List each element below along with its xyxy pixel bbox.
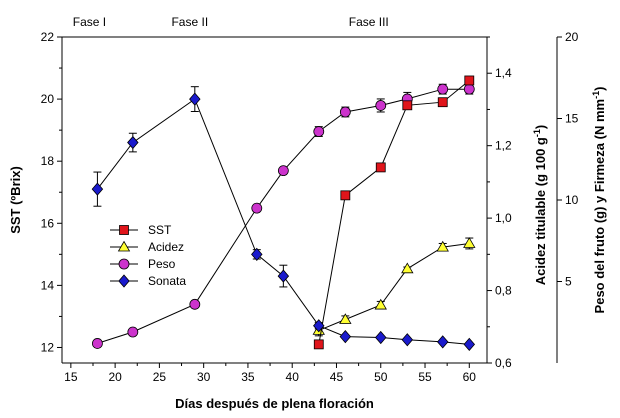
point-acidez [374,298,387,310]
series-sonata [91,86,476,351]
y-right2-tick-label: 5 [565,275,572,289]
y-left-tick-label: 16 [41,216,55,230]
legend-label-sst: SST [148,223,172,237]
legend: SST Acidez Peso Sonata [110,223,186,288]
phase-label-2: Fase II [171,15,208,29]
point-peso [313,126,325,137]
y-left-tick-label: 22 [41,30,55,44]
point-peso [463,83,475,95]
y-left-tick-label: 12 [41,340,55,354]
legend-marker-sst [119,225,129,235]
series-sst [313,75,475,350]
series-line-sst [318,80,470,345]
y-right1-tick-label: 1,0 [495,211,512,225]
series-layer [91,75,476,351]
point-sst [313,339,324,350]
point-sonata [339,329,352,344]
x-tick-label: 55 [418,370,432,384]
legend-marker-acidez [117,240,131,252]
point-sonata [401,333,414,347]
y-axis-right1-title-end: ) [533,125,548,129]
legend-marker-sonata [118,274,130,288]
y-axis-right2-title: Peso del fruto (g) y Firmeza (N mm-1) [591,87,607,314]
point-sst [464,75,475,86]
point-acidez [339,313,352,324]
y-right2-tick-label: 15 [565,112,579,126]
point-peso [277,165,289,177]
x-tick-label: 30 [197,370,211,384]
series-line-peso [97,88,470,344]
x-tick-label: 60 [463,370,477,384]
point-peso [189,298,201,310]
y-right1-tick-label: 1,4 [495,66,512,80]
point-sst [375,162,386,173]
y-axis-right1-title: Acidez titulable (g 100 g-1) [532,125,548,285]
point-sonata [463,337,476,351]
y-right1-tick-label: 0,8 [495,284,512,298]
legend-label-peso: Peso [148,257,176,271]
point-sonata [313,319,325,333]
x-tick-label: 20 [108,370,122,384]
point-sonata [91,182,104,196]
y-axis-right1-title-main: Acidez titulable (g 100 g [533,137,548,285]
series-peso [92,83,475,349]
phase-label-3: Fase III [349,15,389,29]
point-sonata [277,269,290,283]
series-line-sonata [97,98,470,345]
x-tick-label: 25 [153,370,167,384]
y-axis-right2-title-main: Peso del fruto (g) y Firmeza (N mm [592,99,607,314]
point-acidez [436,240,449,252]
legend-label-acidez: Acidez [148,240,184,254]
y-left-tick-label: 20 [41,92,55,106]
point-peso [251,202,263,214]
phase-label-1: Fase I [73,15,106,29]
y-right2-tick-label: 10 [565,193,579,207]
y-axis-right2-title-sup: -1 [591,91,601,99]
x-tick-label: 35 [241,370,255,384]
y-axis-right1-title-sup: -1 [532,129,542,137]
axes-layer: 15 20 25 30 35 40 45 50 55 60 12 14 16 18 20 22 0,6 0,8 1,… [41,30,579,384]
x-tick-label: 15 [64,370,78,384]
y-axis-right2-title-end: ) [592,87,607,91]
point-peso [375,100,387,111]
y-left-tick-label: 14 [41,278,55,292]
x-axis-title: Días después de plena floración [175,396,374,411]
legend-label-sonata: Sonata [148,274,186,288]
point-peso [92,338,103,349]
series-line-acidez [318,243,470,331]
point-sonata [251,247,263,261]
x-tick-label: 45 [330,370,344,384]
x-tick-label: 50 [374,370,388,384]
point-sonata [375,330,387,345]
point-acidez [401,262,414,274]
point-sst [402,100,413,111]
y-axis-left-title: SST (ºBrix) [8,166,23,234]
y-right1-tick-label: 1,2 [495,139,512,153]
point-sonata [189,92,201,106]
point-peso [437,83,449,95]
legend-marker-peso [118,258,130,270]
point-sonata [436,335,449,349]
point-sst [437,97,448,108]
point-acidez [463,237,476,248]
point-peso [127,326,139,338]
point-sst [340,190,351,201]
y-left-tick-label: 18 [41,154,55,168]
series-acidez [312,237,476,337]
y-right2-tick-label: 20 [565,30,579,44]
point-peso [339,106,351,118]
y-right1-tick-label: 0,6 [495,356,512,370]
point-sonata [127,135,139,150]
x-tick-label: 40 [286,370,300,384]
